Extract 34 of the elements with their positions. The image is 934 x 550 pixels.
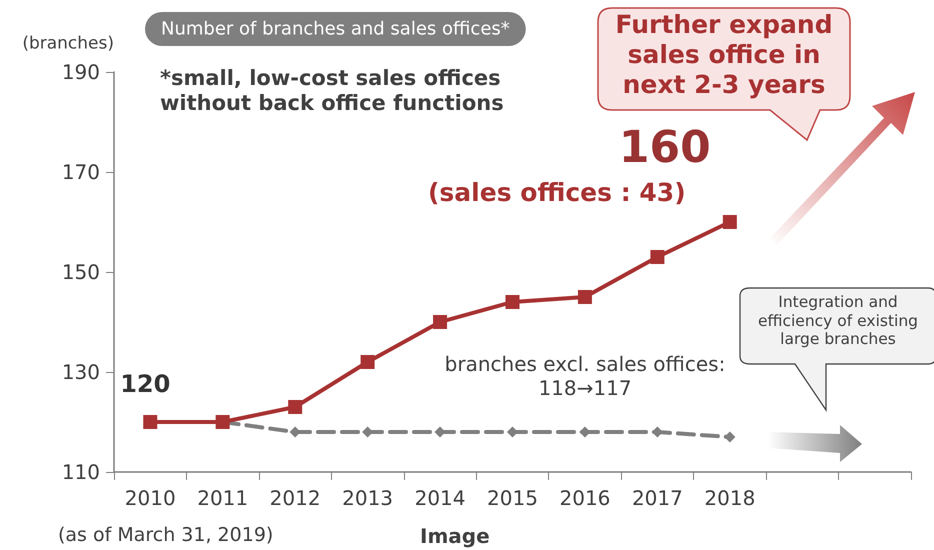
point (143, 415, 158, 429)
y-tick-label: 170 (62, 160, 100, 184)
x-tick-label: 2017 (632, 486, 683, 510)
y-tick-label: 110 (62, 460, 100, 484)
x-tick-label: 2015 (487, 486, 538, 510)
y-tick-label: 130 (62, 360, 100, 384)
y-axis-title: (branches) (22, 34, 114, 54)
text: Image (420, 524, 491, 548)
x-tick-label: 2018 (704, 486, 756, 510)
x-tick-label: 2010 (124, 486, 176, 510)
point (433, 315, 448, 329)
point (650, 250, 664, 264)
annotation: 120 (120, 370, 172, 399)
x-tick-label: 2011 (197, 486, 248, 510)
annotation: (sales offices : 43) (428, 178, 687, 208)
annotation: Further expand sales office in next 2-3 years (614, 10, 834, 100)
y-tick-label: 150 (62, 260, 100, 284)
x-tick-label: 2014 (414, 486, 466, 510)
point (652, 426, 663, 438)
point (578, 290, 592, 304)
x-tick-label: 2016 (560, 486, 610, 510)
x-tick-label: 2012 (270, 486, 321, 510)
text: (as of March 31, 2019) (58, 524, 274, 547)
annotation: 160 (618, 122, 712, 175)
point (288, 400, 302, 414)
annotation: Integration and efficiency of existing large branches (756, 293, 920, 349)
y-tick-label: 190 (62, 60, 100, 84)
chart-title: Number of branches and sales offices* (161, 18, 510, 40)
point (506, 295, 520, 309)
x-tick-label: 2013 (342, 486, 394, 510)
annotation: *small, low-cost sales offices without back office functions (160, 66, 505, 116)
point (722, 215, 737, 229)
annotation: branches excl. sales offices: 118→117 (444, 352, 726, 400)
point (360, 355, 375, 369)
